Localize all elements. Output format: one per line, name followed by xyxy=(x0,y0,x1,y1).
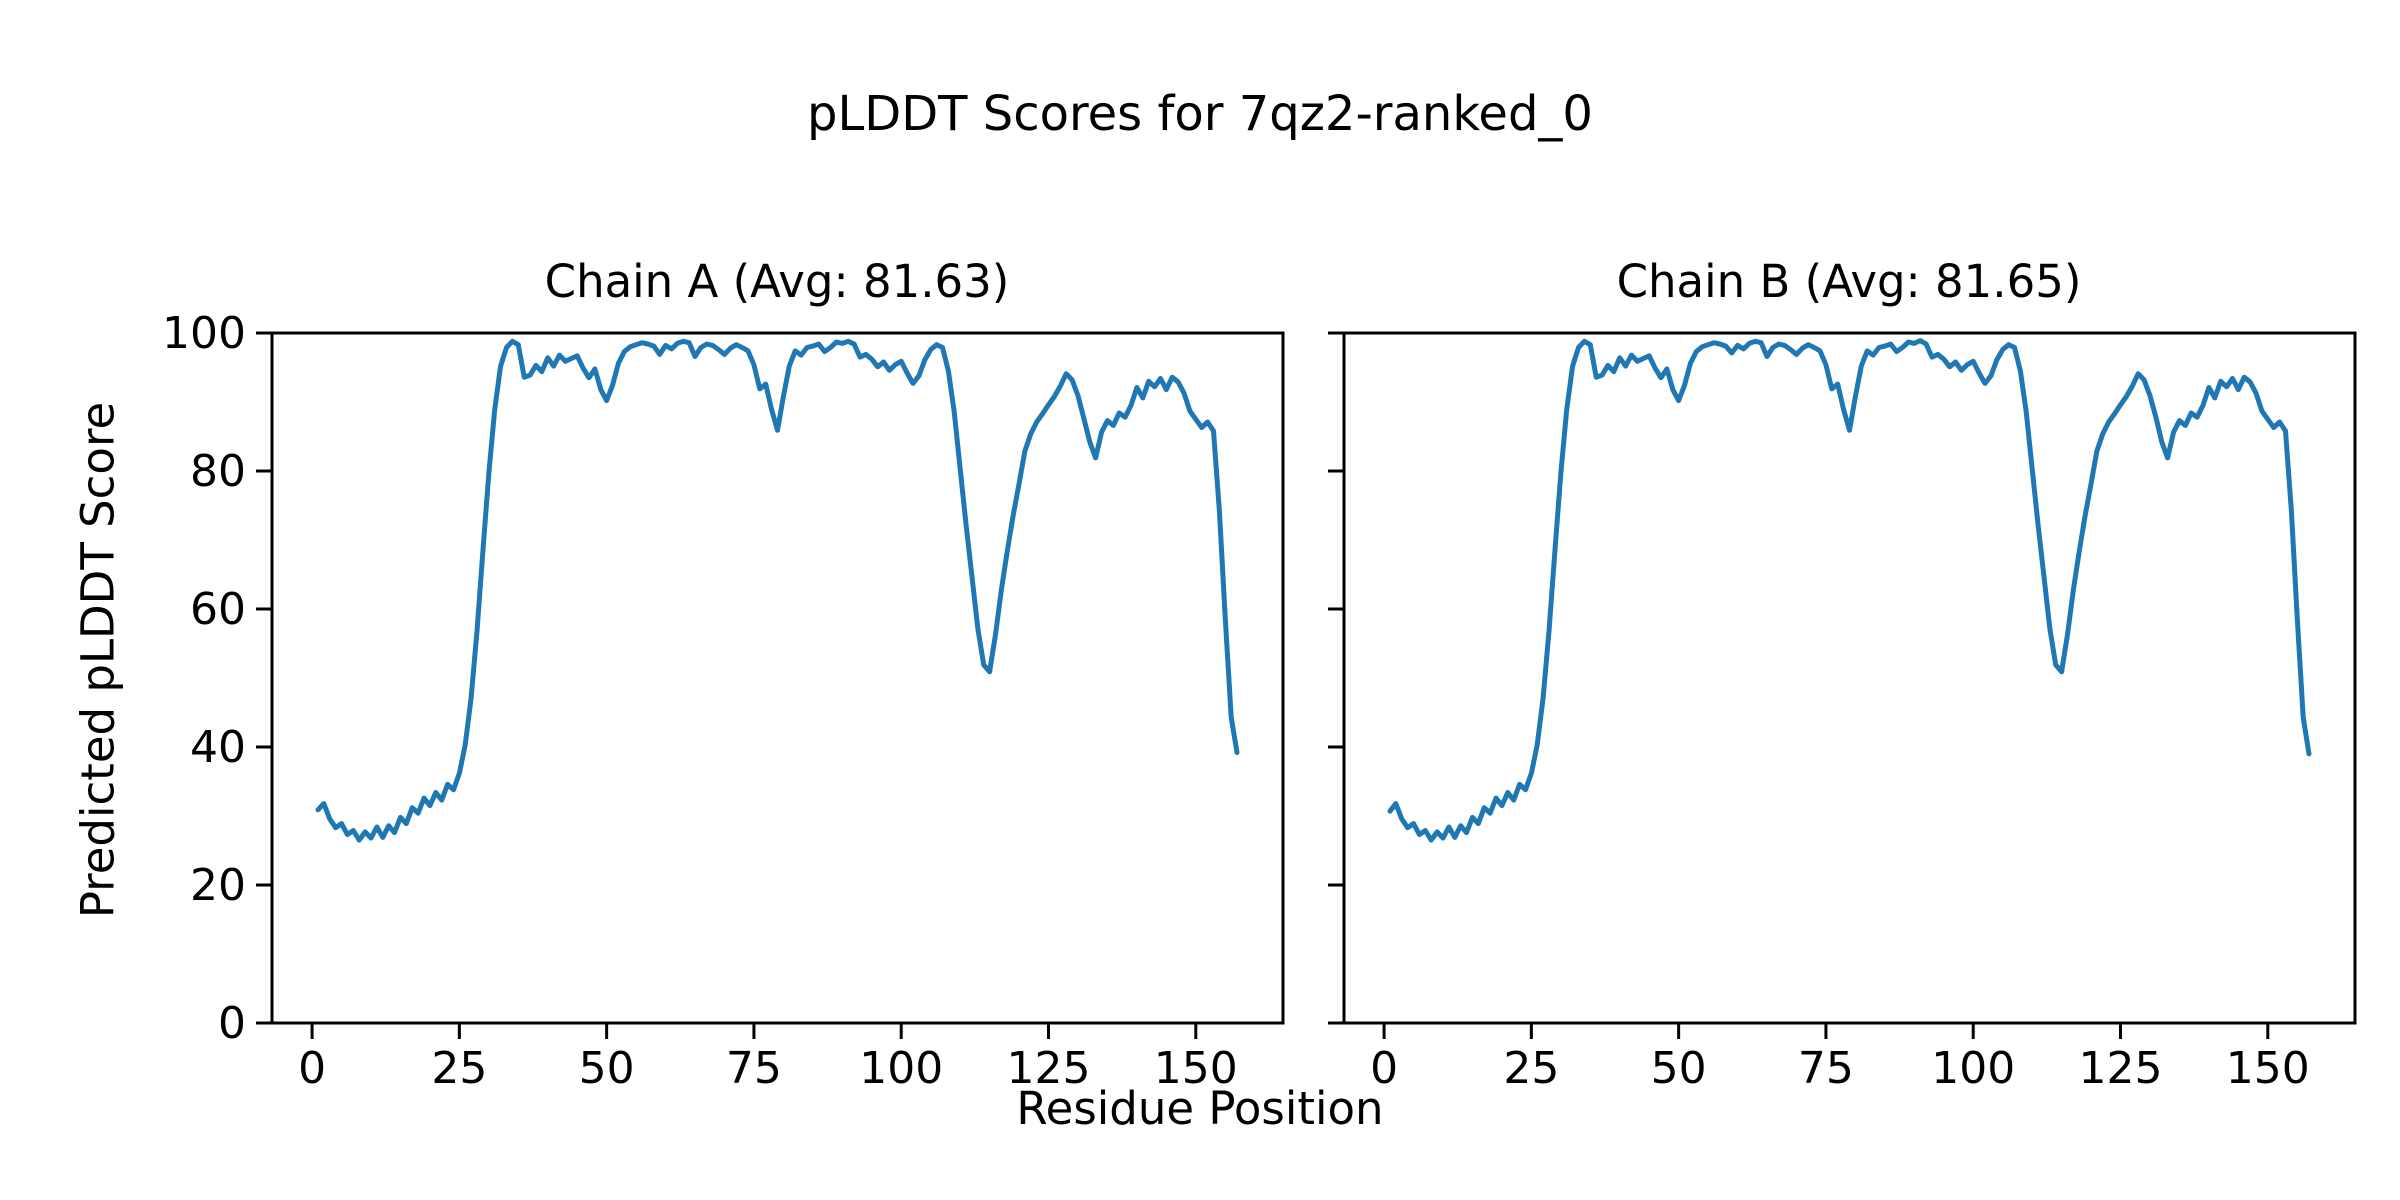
x-tick-label: 75 xyxy=(1798,1043,1854,1094)
x-tick-label: 0 xyxy=(298,1043,326,1094)
y-tick-label: 40 xyxy=(190,722,246,773)
axes-spines-chain-b xyxy=(1342,331,2357,1025)
subplot-title-chain-a: Chain A (Avg: 81.63) xyxy=(544,255,1010,308)
x-tick-label: 50 xyxy=(579,1043,635,1094)
subplot-title-chain-b: Chain B (Avg: 81.65) xyxy=(1616,255,2082,308)
x-tick-label: 100 xyxy=(859,1043,943,1094)
x-tick-label: 100 xyxy=(1931,1043,2015,1094)
y-tick-label: 100 xyxy=(162,308,246,359)
x-tick-label: 25 xyxy=(431,1043,487,1094)
x-tick-label: 75 xyxy=(726,1043,782,1094)
figure-title: pLDDT Scores for 7qz2-ranked_0 xyxy=(807,86,1593,142)
y-tick-label: 0 xyxy=(218,998,246,1049)
y-axis-label: Predicted pLDDT Score xyxy=(71,401,125,919)
x-tick-label: 25 xyxy=(1503,1043,1559,1094)
plddt-line-chain-a xyxy=(315,338,1240,843)
x-tick-label: 150 xyxy=(2226,1043,2310,1094)
y-tick-label: 60 xyxy=(190,584,246,635)
axes-spines-chain-a xyxy=(270,331,1285,1025)
x-tick-label: 150 xyxy=(1154,1043,1238,1094)
y-tick-label: 20 xyxy=(190,860,246,911)
y-tick-label: 80 xyxy=(190,446,246,497)
x-tick-label: 50 xyxy=(1651,1043,1707,1094)
x-tick-label: 0 xyxy=(1370,1043,1398,1094)
plddt-line-chain-b xyxy=(1387,338,2312,843)
x-axis-label: Residue Position xyxy=(1016,1082,1384,1135)
x-tick-label: 125 xyxy=(1007,1043,1091,1094)
x-tick-label: 125 xyxy=(2079,1043,2163,1094)
